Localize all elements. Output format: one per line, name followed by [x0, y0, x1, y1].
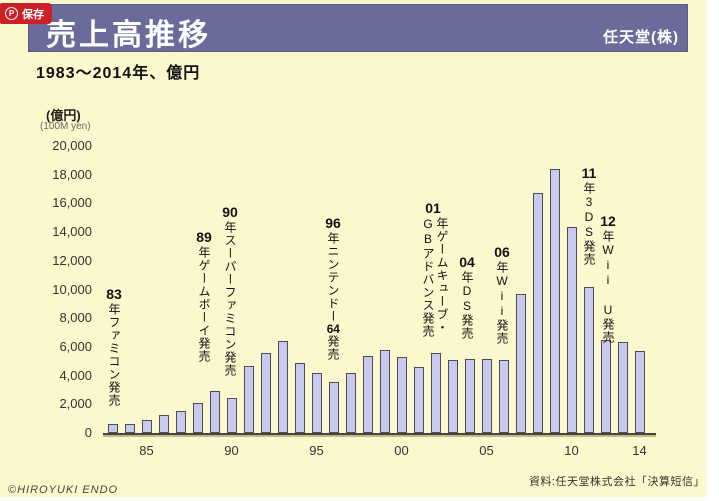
title-banner: 売上高推移 任天堂(株): [28, 4, 688, 52]
y-tick-12000: 12,000: [52, 252, 92, 268]
x-tick-10: 10: [564, 443, 579, 458]
annotation-line: 年Wii U発売: [601, 230, 615, 344]
bar-1997: [345, 372, 356, 433]
annotation-line: 年スーパーファミコン発売: [223, 221, 237, 377]
y-tick-6000: 6,000: [59, 338, 92, 354]
data-source: 資料:任天堂株式会社「決算短信」: [528, 476, 705, 488]
annotation-year-04: 04: [459, 254, 475, 270]
annotation-text-90: 年スーパーファミコン発売: [223, 221, 237, 377]
author-credit: ©HIROYUKI ENDO: [8, 484, 119, 496]
y-tick-20000: 20,000: [52, 138, 92, 153]
annotation-line: GBアドバンス発売: [421, 217, 435, 338]
annotation-line: 年ファミコン発売: [107, 303, 121, 407]
annotation-line: 年ゲームボーイ発売: [197, 246, 211, 363]
pinterest-save-button[interactable]: P 保存: [0, 3, 52, 24]
chart-subtitle: 1983〜2014年、億円: [36, 65, 201, 82]
bar-1986: [158, 414, 169, 433]
bar-1987: [175, 410, 186, 433]
bar-2013: [617, 341, 628, 433]
annotation-year-89: 89: [196, 229, 212, 245]
annotation-line: 年3DS発売: [582, 182, 596, 266]
annotation-text-11: 年3DS発売: [582, 182, 596, 266]
x-tick-05: 05: [479, 443, 494, 458]
pinterest-icon: P: [5, 7, 18, 20]
bar-1994: [294, 362, 305, 433]
annotation-text-06: 年Wii発売: [495, 261, 509, 345]
page-title: 売上高推移: [46, 19, 211, 52]
bar-1988: [192, 403, 203, 433]
bar-1990: [226, 397, 237, 433]
y-axis-unit-label: (億円): [46, 108, 81, 123]
y-tick-14000: 14,000: [52, 224, 92, 240]
annotation-text-83: 年ファミコン発売: [107, 303, 121, 407]
annotation-line: 年ニンテンドー64発売: [326, 232, 340, 361]
y-tick-2000: 2,000: [59, 396, 92, 412]
annotation-text-04: 年DS発売: [460, 271, 474, 340]
annotation-line: 年ゲームキューブ・: [435, 217, 449, 334]
bar-2011: [583, 287, 594, 433]
annotation-year-83: 83: [106, 286, 122, 302]
bar-2006: [498, 359, 509, 433]
bar-1996: [328, 381, 339, 433]
bar-1989: [209, 390, 220, 433]
bar-2014: [634, 350, 645, 433]
annotation-line: 年Wii発売: [495, 261, 509, 345]
bar-1985: [141, 420, 152, 433]
company-name: 任天堂(株): [603, 29, 679, 46]
annotation-text-89: 年ゲームボーイ発売: [197, 246, 211, 363]
bar-2012: [600, 340, 611, 433]
bar-1991: [243, 366, 254, 433]
y-tick-4000: 4,000: [59, 367, 92, 383]
bar-2000: [396, 356, 407, 433]
annotation-text-12: 年Wii U発売: [601, 230, 615, 344]
annotation-year-96: 96: [325, 215, 341, 231]
x-tick-00: 00: [394, 443, 409, 458]
bar-2009: [549, 169, 560, 433]
y-tick-16000: 16,000: [52, 195, 92, 211]
x-tick-90: 90: [224, 443, 239, 458]
annotation-year-01: 01: [425, 200, 441, 216]
bar-2010: [566, 227, 577, 433]
bar-2005: [481, 359, 492, 433]
bar-2007: [515, 294, 526, 433]
bar-1983: [107, 423, 118, 433]
bar-2003: [447, 359, 458, 433]
annotation-year-90: 90: [222, 204, 238, 220]
annotation-text-96: 年ニンテンドー64発売: [326, 232, 340, 361]
annotation-year-11: 11: [581, 165, 597, 181]
annotation-year-12: 12: [600, 213, 616, 229]
y-tick-10000: 10,000: [52, 281, 92, 297]
annotation-text-01: 年ゲームキューブ・ GBアドバンス発売: [421, 217, 449, 338]
bar-1984: [124, 424, 135, 433]
y-axis-unit-label-english: (100M yen): [40, 121, 91, 132]
annotation-year-06: 06: [494, 244, 510, 260]
bar-2002: [430, 353, 441, 433]
pinterest-save-label: 保存: [22, 8, 44, 21]
bar-2001: [413, 366, 424, 433]
bar-1992: [260, 352, 271, 433]
annotation-line: 年DS発売: [460, 271, 474, 340]
bar-1993: [277, 341, 288, 433]
y-tick-18000: 18,000: [52, 166, 92, 182]
bar-1999: [379, 350, 390, 433]
bar-1995: [311, 372, 322, 433]
bar-2008: [532, 193, 543, 433]
x-axis-line: [103, 433, 656, 435]
x-tick-14: 14: [632, 443, 647, 458]
x-tick-85: 85: [139, 443, 154, 458]
x-tick-95: 95: [309, 443, 324, 458]
bar-1998: [362, 356, 373, 433]
bar-2004: [464, 359, 475, 433]
y-tick-0: 0: [84, 425, 92, 440]
y-tick-8000: 8,000: [59, 310, 92, 326]
